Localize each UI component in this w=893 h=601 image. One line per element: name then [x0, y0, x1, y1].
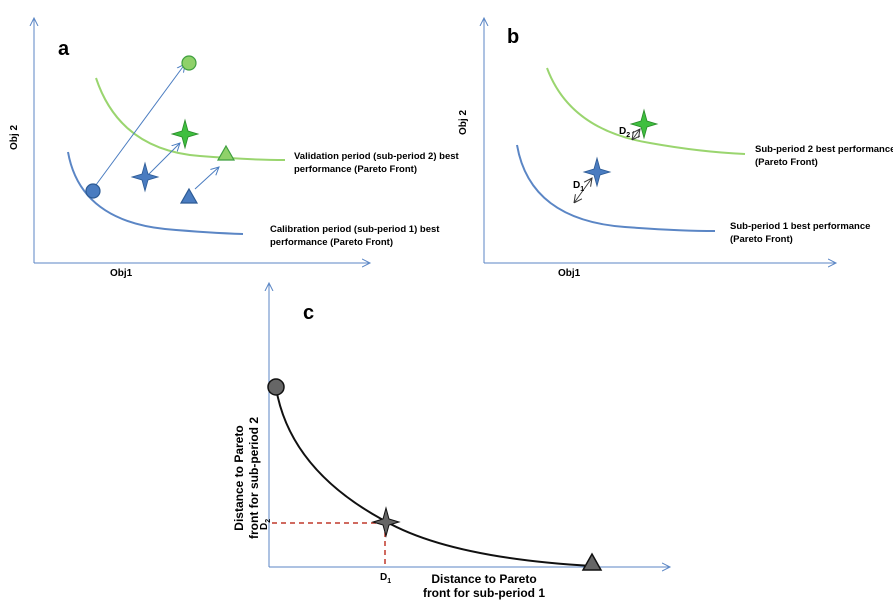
panel-c-label: c: [303, 302, 314, 324]
panel-b-sub1-label-2: (Pareto Front): [730, 234, 793, 245]
panel-c-ylabel-2: front for sub-period 2: [247, 417, 261, 539]
panel-c-triangle-marker: [581, 552, 603, 571]
panel-a-validation-label-2: performance (Pareto Front): [294, 164, 417, 175]
panel-a-arrow-star: [146, 143, 180, 177]
panel-c-xlabel-1: Distance to Pareto: [431, 572, 536, 586]
panel-b-sub1-label-1: Sub-period 1 best performance: [730, 221, 870, 232]
panel-b-sub2-label-2: (Pareto Front): [755, 157, 818, 168]
panel-a-validation-triangle-marker: [216, 144, 236, 161]
panel-c: c D1 D2 Distance to Pareto front for sub…: [232, 283, 670, 600]
panel-a-xlabel: Obj1: [110, 268, 133, 279]
panel-b-sub2-label-1: Sub-period 2 best performance: [755, 144, 893, 155]
panel-a-arrow-circle: [92, 64, 185, 190]
panel-c-star-marker: [371, 506, 401, 538]
panel-b-sub2-front: [546, 67, 746, 155]
panel-b-d1-arrow: [574, 178, 592, 203]
panel-c-tradeoff-curve: [275, 387, 593, 567]
panel-c-d1-label: D1: [380, 572, 391, 585]
panel-a-validation-label-1: Validation period (sub-period 2) best: [294, 151, 460, 162]
panel-b-sub1-front: [516, 144, 716, 232]
panel-a-calibration-label-2: performance (Pareto Front): [270, 237, 393, 248]
panel-c-ylabel-1: Distance to Pareto: [232, 425, 246, 530]
panel-a-calibration-label-1: Calibration period (sub-period 1) best: [270, 224, 440, 235]
panel-a-ylabel: Obj 2: [9, 125, 20, 150]
panel-b-d1-label: D1: [573, 180, 584, 193]
panel-a: a Obj1 Obj 2 Validation period (sub-peri…: [9, 18, 460, 279]
panel-a-label: a: [58, 38, 70, 60]
panel-a-calibration-triangle-marker: [179, 187, 199, 204]
panel-c-xlabel-2: front for sub-period 1: [423, 586, 545, 600]
panel-b-xlabel: Obj1: [558, 268, 581, 279]
panel-b-sub1-star-marker: [582, 156, 612, 188]
panel-c-circle-marker: [267, 378, 285, 396]
panel-b-label: b: [507, 26, 519, 48]
panel-b-d2-label: D2: [619, 126, 630, 139]
panel-a-validation-front: [95, 77, 286, 161]
panel-a-arrow-triangle: [194, 167, 219, 190]
panel-b-d2-arrow: [632, 129, 640, 140]
panel-a-calibration-star-marker: [130, 161, 160, 193]
panel-b-ylabel: Obj 2: [458, 110, 469, 135]
panel-a-validation-circle-marker: [181, 55, 197, 71]
panel-a-calibration-circle-marker: [85, 183, 101, 199]
panel-a-validation-star-marker: [170, 118, 200, 150]
panel-b: b Obj1 Obj 2 D1 D2 Sub-period 2 best per…: [458, 18, 893, 279]
panel-c-d2-label: D2: [259, 519, 272, 530]
panel-a-calibration-front: [67, 151, 244, 235]
panel-b-sub2-star-marker: [629, 108, 659, 140]
